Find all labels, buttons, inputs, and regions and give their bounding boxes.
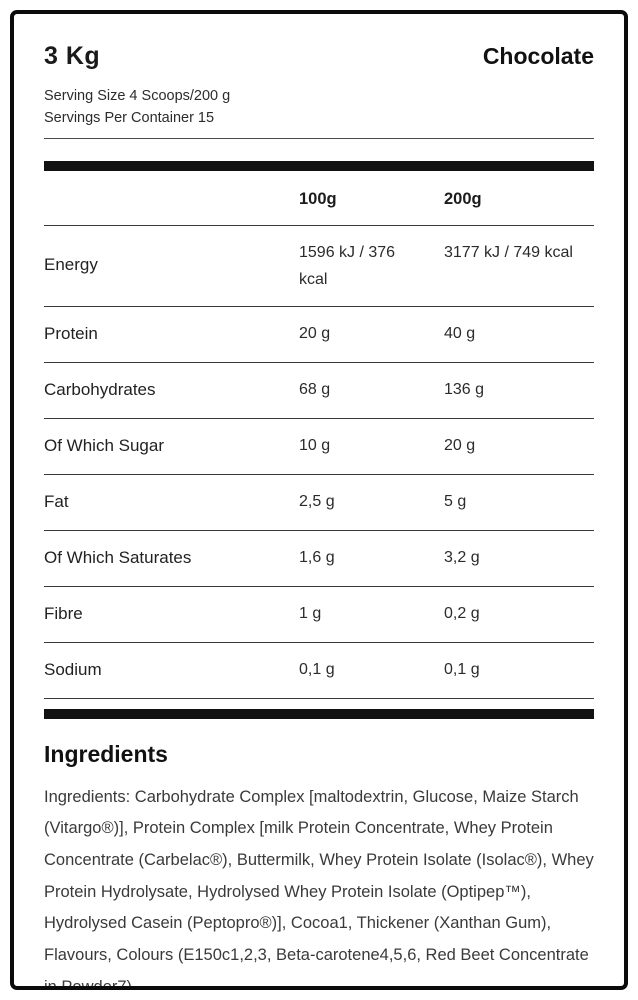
servings-per-container-line: Servings Per Container 15 (44, 110, 215, 127)
table-row: Of Which Saturates 1,6 g 3,2 g (44, 531, 594, 587)
nutrition-label-frame: 3 Kg Chocolate Serving Size 4 Scoops/200… (10, 10, 628, 990)
value-200g: 3177 kJ / 749 kcal (444, 243, 573, 261)
serving-info: Serving Size 4 Scoops/200 g Servings Per… (44, 85, 594, 139)
value-100g: 0,1 g (299, 660, 335, 678)
row-label: Fibre (44, 603, 83, 623)
table-row: Carbohydrates 68 g 136 g (44, 363, 594, 420)
value-100g: 68 g (299, 381, 331, 399)
table-row: Energy 1596 kJ / 376 kcal 3177 kJ / 749 … (44, 226, 594, 308)
divider-bar-top (44, 160, 594, 171)
column-header-100g: 100g (299, 189, 337, 208)
table-header-row: 100g 200g (44, 171, 594, 226)
column-header-200g: 200g (444, 189, 482, 208)
ingredients-section: Ingredients Ingredients: Carbohydrate Co… (44, 740, 594, 990)
table-row: Fibre 1 g 0,2 g (44, 587, 594, 643)
value-100g: 1,6 g (299, 548, 335, 566)
serving-size-line: Serving Size 4 Scoops/200 g (44, 88, 231, 104)
label-header: 3 Kg Chocolate (44, 42, 594, 71)
row-label: Of Which Sugar (44, 436, 164, 456)
nutrition-table: 100g 200g Energy 1596 kJ / 376 kcal 3177… (44, 171, 594, 699)
table-row: Fat 2,5 g 5 g (44, 475, 594, 531)
value-200g: 5 g (444, 493, 467, 511)
ingredients-heading: Ingredients (44, 740, 168, 767)
product-size: 3 Kg (44, 42, 101, 70)
row-label: Energy (44, 254, 98, 274)
value-200g: 40 g (444, 325, 476, 343)
row-label: Of Which Saturates (44, 547, 192, 567)
value-100g: 1 g (299, 604, 322, 622)
row-label: Protein (44, 324, 98, 344)
row-label: Fat (44, 492, 69, 512)
value-200g: 20 g (444, 437, 476, 455)
value-200g: 136 g (444, 381, 485, 399)
value-200g: 0,1 g (444, 660, 480, 678)
product-flavor: Chocolate (482, 43, 594, 69)
table-row: Of Which Sugar 10 g 20 g (44, 419, 594, 476)
value-100g: 1596 kJ / 376 kcal (299, 243, 396, 289)
table-row: Protein 20 g 40 g (44, 307, 594, 364)
table-row: Sodium 0,1 g 0,1 g (44, 643, 594, 699)
row-label: Sodium (44, 659, 102, 679)
value-100g: 10 g (299, 437, 331, 455)
value-100g: 2,5 g (299, 493, 335, 511)
row-label: Carbohydrates (44, 380, 156, 400)
ingredients-paragraph: Ingredients: Carbohydrate Complex [malto… (44, 787, 594, 990)
divider-bar-bottom (44, 708, 594, 719)
value-100g: 20 g (299, 325, 331, 343)
value-200g: 3,2 g (444, 548, 480, 566)
value-200g: 0,2 g (444, 604, 480, 622)
